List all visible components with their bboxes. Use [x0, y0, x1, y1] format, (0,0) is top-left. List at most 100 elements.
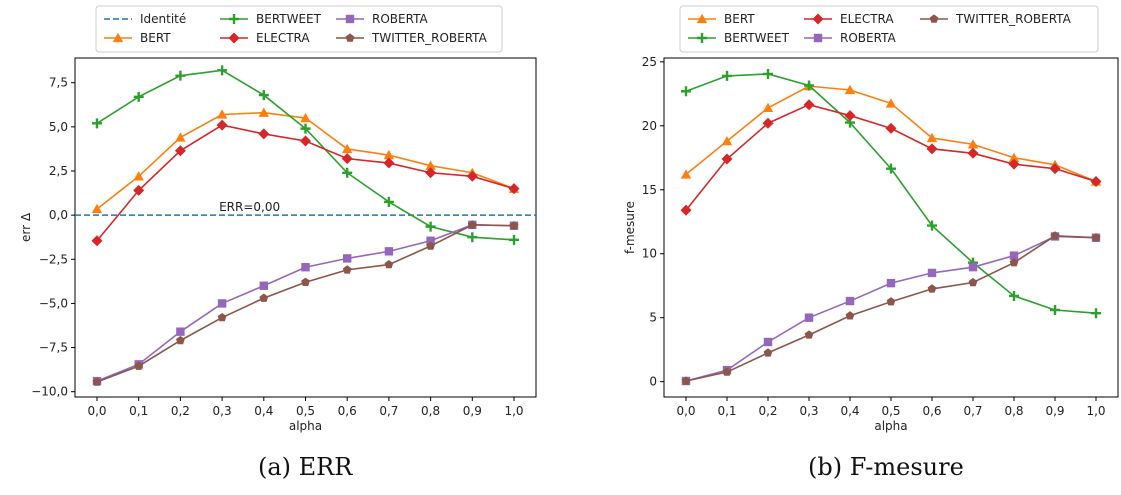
data-point-roberta [763, 337, 773, 347]
data-point-bertweet [175, 70, 186, 81]
y-tick-label: 5 [649, 311, 657, 325]
data-point-electra [967, 147, 979, 159]
legend-label: Identité [140, 12, 186, 26]
data-point-bertweet [968, 257, 978, 268]
x-tick-label: 0,6 [922, 404, 941, 418]
data-point-bertweet [467, 232, 478, 243]
data-point-twitter-roberta [845, 311, 855, 320]
legend-marker [813, 33, 823, 43]
x-tick-label: 0,1 [717, 404, 736, 418]
chart-err: 0,0 0,1 0,2 0,3 0,4 0,5 0,6 0,7 0,8 0,9 1,0 −10,0 −7… [19, 5, 537, 433]
data-point-bertweet [1009, 290, 1019, 301]
data-point-roberta [259, 281, 268, 290]
data-point-electra [300, 135, 311, 147]
legend-box [95, 5, 503, 53]
x-axis-label: alpha [289, 419, 322, 433]
data-point-bertweet [509, 234, 519, 245]
data-point-electra [1090, 175, 1102, 187]
legend-label: ELECTRA [256, 31, 310, 45]
data-point-electra [466, 170, 478, 182]
data-point-bert [721, 135, 733, 146]
data-point-twitter-roberta [722, 367, 732, 376]
data-point-electra [762, 117, 774, 129]
series-electra [680, 99, 1102, 216]
data-point-twitter-roberta [1050, 231, 1060, 240]
y-tick-label: 2,5 [49, 164, 68, 178]
data-point-bertweet [92, 118, 102, 129]
data-point-bertweet [804, 80, 814, 91]
series-line-roberta [96, 224, 515, 382]
data-point-bert [175, 132, 186, 142]
x-tick-label: 0,8 [421, 404, 440, 418]
legend-marker [228, 32, 240, 44]
data-point-bert [342, 143, 353, 154]
x-tick-label: 0,9 [463, 404, 482, 418]
legend-label: BERT [724, 12, 755, 26]
legend-item-electra: ELECTRA [804, 12, 894, 26]
x-tick-label: 0,4 [840, 404, 859, 418]
legend-marker [112, 32, 124, 43]
legend-item-identit: Identité [104, 12, 186, 26]
x-tick-label: 0,3 [213, 404, 232, 418]
data-point-electra [1008, 158, 1020, 170]
data-point-bert [133, 171, 144, 181]
legend-item-roberta: ROBERTA [336, 12, 428, 26]
legend-marker [345, 14, 355, 24]
caption-err: (a) ERR [258, 453, 353, 481]
data-point-bert [258, 107, 269, 117]
data-point-electra [885, 122, 897, 134]
legend-box [679, 5, 1099, 53]
data-point-twitter-roberta [927, 284, 937, 293]
y-tick-label: 15 [642, 183, 657, 197]
x-tick-label: 1,0 [504, 404, 523, 418]
data-point-bertweet [342, 167, 353, 178]
data-point-electra [844, 110, 856, 122]
legend-item-bert: BERT [688, 12, 755, 26]
x-axis-label: alpha [874, 419, 907, 433]
y-tick-label: −5,0 [39, 296, 68, 310]
legend-label: TWITTER_ROBERTA [371, 31, 488, 45]
data-point-twitter-roberta [509, 221, 519, 230]
data-point-twitter-roberta [176, 335, 185, 345]
x-tick-label: 1,0 [1086, 404, 1105, 418]
x-tick-label: 0,0 [676, 404, 695, 418]
data-point-electra [258, 128, 270, 140]
legend-item-twitter-roberta: TWITTER_ROBERTA [336, 31, 488, 45]
data-point-electra [383, 157, 395, 169]
data-point-twitter-roberta [968, 277, 978, 287]
series-roberta [92, 220, 519, 386]
data-point-bert [300, 112, 311, 123]
chart-f-mesure: 0,0 0,1 0,2 0,3 0,4 0,5 0,6 0,7 0,8 0,9 1,0 0 5 10 15 2… [623, 5, 1119, 433]
data-point-roberta [426, 236, 435, 245]
x-tick-label: 0,8 [1004, 404, 1023, 418]
x-tick-label: 0,9 [1045, 404, 1064, 418]
data-point-bertweet [1050, 305, 1060, 316]
data-point-electra [508, 183, 520, 195]
series-line-electra [685, 103, 1097, 211]
data-point-electra [926, 143, 938, 155]
data-point-bert [216, 109, 228, 119]
legend-label: TWITTER_ROBERTA [955, 12, 1072, 26]
x-tick-label: 0,1 [129, 404, 148, 418]
data-point-electra [174, 145, 186, 157]
data-point-roberta [301, 263, 310, 272]
data-point-twitter-roberta [763, 348, 773, 357]
data-point-twitter-roberta [384, 259, 394, 269]
data-point-bertweet [722, 70, 732, 81]
legend-label: BERT [140, 31, 171, 45]
data-point-roberta [343, 254, 352, 263]
y-tick-label: 0 [649, 375, 657, 389]
legend-item-bertweet: BERTWEET [220, 12, 322, 26]
legend-item-twitter-roberta: TWITTER_ROBERTA [920, 12, 1072, 26]
data-point-electra [216, 119, 228, 131]
data-point-roberta [968, 262, 978, 272]
data-point-twitter-roberta [134, 361, 144, 370]
y-tick-label: 7,5 [49, 76, 68, 90]
data-point-twitter-roberta [1091, 233, 1101, 242]
series-bert [91, 107, 520, 214]
x-tick-label: 0,5 [296, 404, 315, 418]
data-point-roberta [886, 278, 896, 288]
legend-item-electra: ELECTRA [220, 31, 310, 45]
legend-marker [697, 33, 707, 43]
